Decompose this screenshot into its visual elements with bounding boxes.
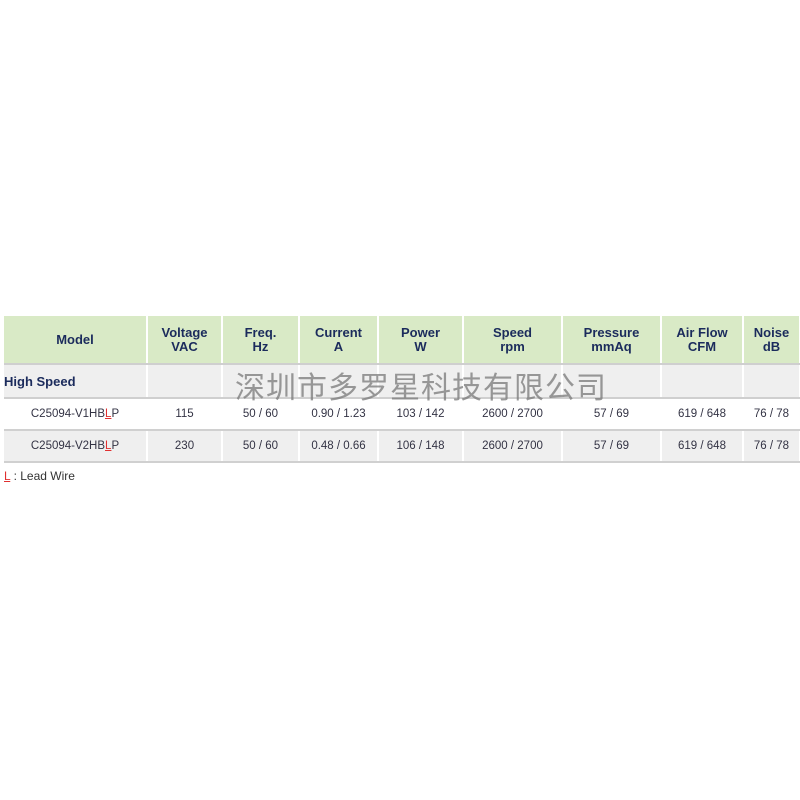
header-text: Model [56,331,94,347]
model-prefix: C25094-V1HB [30,408,106,420]
header-text: Voltage [161,324,208,340]
model-lead-code: L [105,440,112,452]
model-cell: C25094-V2HBLP [4,430,148,463]
table-row: C25094-V2HBLP 230 50 / 60 0.48 / 0.66 106 / … [4,430,800,463]
table-cell: 57 / 69 [562,430,662,463]
note-key: L [4,469,11,483]
table-row: C25094-V1HBLP 115 50 / 60 0.90 / 1.23 103 / … [4,398,800,431]
column-header: Speed rpm [463,316,563,365]
header-text: CFM [687,338,717,354]
header-text: mmAq [591,338,632,354]
table-cell: 50 / 60 [222,398,300,431]
table-cell: 2600 / 2700 [463,398,563,431]
header-text: Hz [252,338,269,354]
table-cell: 76 / 78 [743,398,800,431]
table-cell: 2600 / 2700 [463,430,563,463]
watermark: 深圳市多罗星科技有限公司 [235,371,607,406]
column-header: Pressure mmAq [562,316,662,365]
table-cell: 106 / 148 [378,430,464,463]
header-text: A [333,338,344,354]
table-cell: 0.90 / 1.23 [299,398,379,431]
model-cell: C25094-V1HBLP [4,398,148,431]
group-row: High Speed [4,364,800,399]
table-cell: 57 / 69 [562,398,662,431]
column-header: Model [4,316,148,365]
header-text: VAC [171,338,198,354]
model-suffix: P [111,440,120,452]
header-text: Current [315,324,362,340]
header-text: Pressure [583,324,640,340]
table-cell: 103 / 142 [378,398,464,431]
table-cell: 230 [147,430,223,463]
model-prefix: C25094-V2HB [30,440,106,452]
model-lead-code: L [105,408,112,420]
header-text: Freq. [244,324,277,340]
header-text: Air Flow [676,324,728,340]
column-header: Voltage VAC [147,316,223,365]
model-suffix: P [111,408,120,420]
header-text: Speed [492,324,532,340]
group-label: High Speed [4,364,148,399]
table-cell: 76 / 78 [743,430,800,463]
header-text: Noise [753,324,790,340]
column-header: Current A [299,316,379,365]
legend-note: L : Lead Wire [4,469,75,483]
table-cell: 50 / 60 [222,430,300,463]
column-header: Freq. Hz [222,316,300,365]
header-text: dB [762,338,781,354]
table-cell: 0.48 / 0.66 [299,430,379,463]
spec-table: Model Voltage VAC Freq. Hz Current A Power W Spee… [4,316,800,463]
header-text: Power [400,324,440,340]
table-cell: 619 / 648 [661,398,744,431]
column-header: Power W [378,316,464,365]
column-header: Air Flow CFM [661,316,744,365]
note-text: : Lead Wire [10,469,75,483]
header-text: W [414,338,427,354]
table-cell: 619 / 648 [661,430,744,463]
column-header: Noise dB [743,316,800,365]
table-cell: 115 [147,398,223,431]
header-text: rpm [500,338,525,354]
header-row: Model Voltage VAC Freq. Hz Current A Power W Spee… [4,316,800,365]
